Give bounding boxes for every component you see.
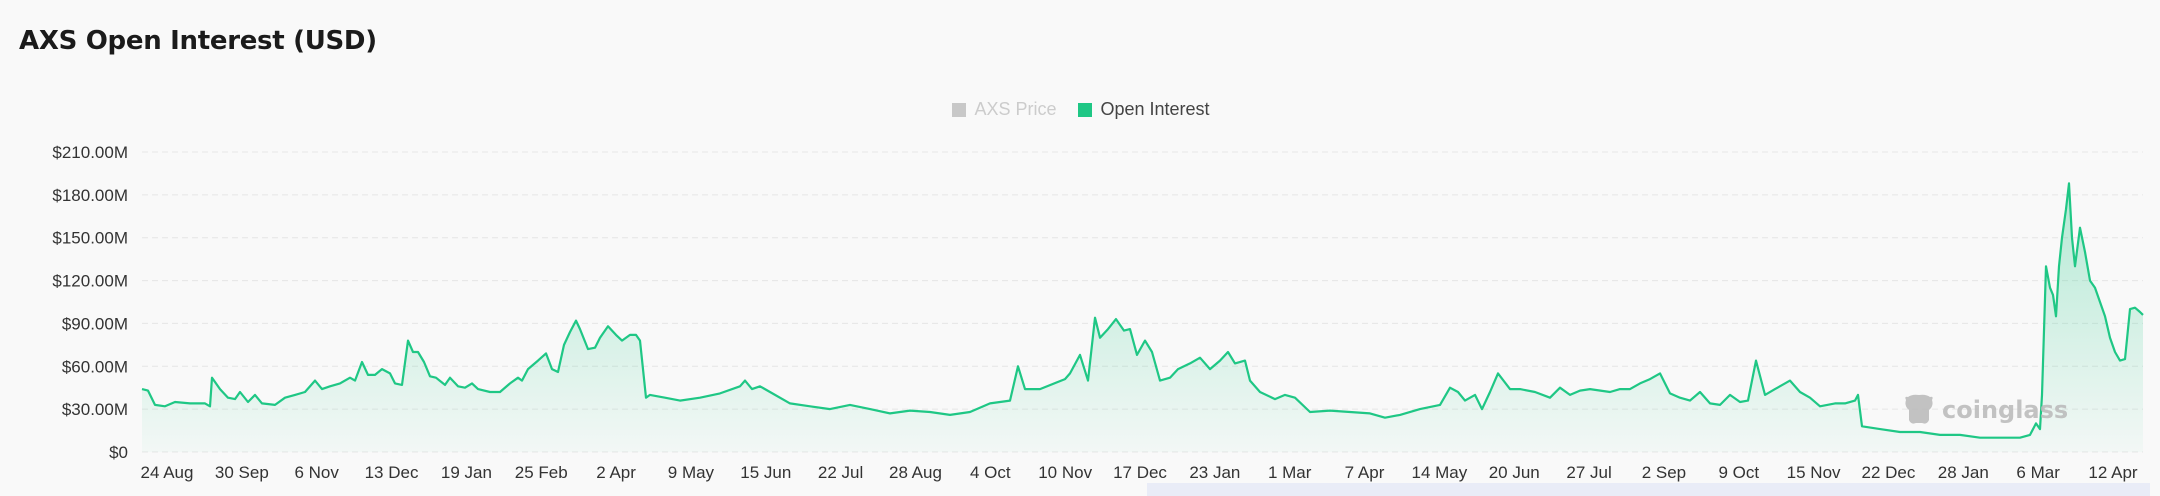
coinglass-logo-icon	[1905, 394, 1933, 424]
x-axis: 24 Aug 30 Sep 6 Nov 13 Dec 19 Jan 25 Feb 2 Apr…	[141, 463, 2138, 482]
open-interest-line[interactable]	[141, 182, 2144, 439]
open-interest-area	[142, 183, 2143, 452]
x-tick-label: 23 Jan	[1189, 463, 1240, 482]
x-tick-label: 4 Oct	[970, 463, 1011, 482]
y-tick-label: $180.00M	[52, 186, 128, 205]
legend-swatch-axs-price	[952, 102, 967, 117]
x-tick-label: 6 Mar	[2016, 463, 2060, 482]
x-tick-label: 14 May	[1412, 463, 1468, 482]
legend-item-open-interest[interactable]: Open Interest	[1076, 99, 1210, 120]
x-tick-label: 27 Jul	[1566, 463, 1611, 482]
x-tick-label: 22 Jul	[818, 463, 863, 482]
coinglass-watermark: coinglass	[1902, 392, 2068, 428]
x-tick-label: 24 Aug	[141, 463, 194, 482]
legend-label-open-interest: Open Interest	[1100, 99, 1210, 119]
x-tick-label: 10 Nov	[1038, 463, 1092, 482]
legend-swatch-open-interest	[1078, 102, 1093, 117]
bottom-overlay-panel	[1147, 483, 2150, 496]
watermark-text: coinglass	[1942, 396, 2069, 424]
x-tick-label: 28 Jan	[1938, 463, 1989, 482]
x-tick-label: 13 Dec	[365, 463, 419, 482]
x-tick-label: 2 Sep	[1642, 463, 1686, 482]
x-tick-label: 17 Dec	[1113, 463, 1167, 482]
y-tick-label: $90.00M	[62, 314, 128, 333]
x-tick-label: 28 Aug	[889, 463, 942, 482]
y-tick-label: $210.00M	[52, 143, 128, 162]
legend-item-axs-price[interactable]: AXS Price	[950, 99, 1056, 120]
x-tick-label: 7 Apr	[1345, 463, 1385, 482]
x-tick-label: 1 Mar	[1268, 463, 1312, 482]
x-tick-label: 20 Jun	[1489, 463, 1540, 482]
y-tick-label: $120.00M	[52, 272, 128, 291]
y-tick-label: $60.00M	[62, 357, 128, 376]
x-tick-label: 30 Sep	[215, 463, 269, 482]
x-tick-label: 9 Oct	[1718, 463, 1759, 482]
x-tick-label: 9 May	[668, 463, 715, 482]
chart-title: AXS Open Interest (USD)	[19, 26, 377, 56]
x-tick-label: 6 Nov	[294, 463, 339, 482]
x-tick-label: 15 Nov	[1787, 463, 1841, 482]
x-tick-label: 15 Jun	[740, 463, 791, 482]
y-tick-label: $0	[109, 443, 128, 462]
y-tick-label: $150.00M	[52, 229, 128, 248]
x-tick-label: 19 Jan	[441, 463, 492, 482]
y-tick-label: $30.00M	[62, 400, 128, 419]
chart-legend: AXS Price Open Interest	[0, 99, 2160, 120]
legend-label-axs-price: AXS Price	[974, 99, 1057, 119]
x-tick-label: 2 Apr	[596, 463, 636, 482]
x-tick-label: 25 Feb	[515, 463, 568, 482]
x-tick-label: 22 Dec	[1862, 463, 1916, 482]
x-tick-label: 12 Apr	[2088, 463, 2137, 482]
y-axis: $0 $30.00M $60.00M $90.00M $120.00M $150.00M $…	[52, 143, 128, 462]
